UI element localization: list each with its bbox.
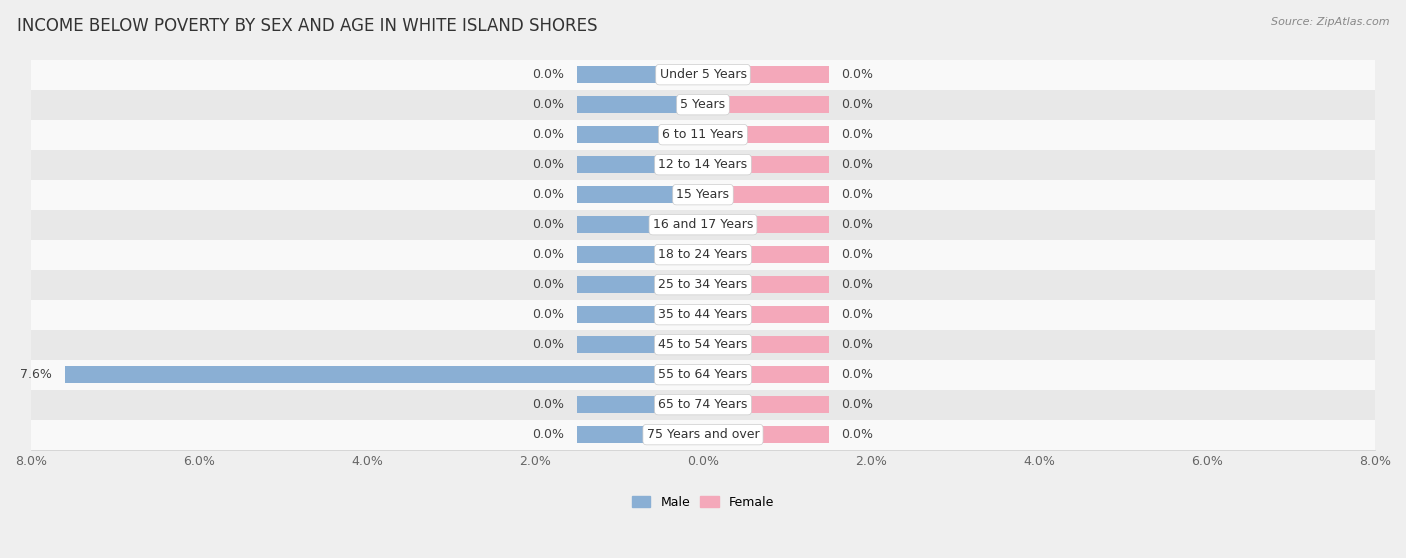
Bar	[703, 306, 830, 323]
Bar	[31, 359, 1375, 389]
Bar	[31, 330, 1375, 359]
Bar	[576, 276, 703, 293]
Bar	[31, 60, 1375, 90]
Bar	[576, 217, 703, 233]
Bar	[576, 66, 703, 83]
Bar	[31, 239, 1375, 270]
Text: 0.0%: 0.0%	[533, 158, 564, 171]
Bar	[703, 217, 830, 233]
Text: 0.0%: 0.0%	[533, 278, 564, 291]
Bar	[703, 426, 830, 443]
Bar	[703, 367, 830, 383]
Text: 0.0%: 0.0%	[533, 338, 564, 351]
Bar	[703, 396, 830, 413]
Text: 0.0%: 0.0%	[533, 248, 564, 261]
Text: 16 and 17 Years: 16 and 17 Years	[652, 218, 754, 231]
Bar	[576, 306, 703, 323]
Text: 6 to 11 Years: 6 to 11 Years	[662, 128, 744, 141]
Bar	[703, 276, 830, 293]
Text: 0.0%: 0.0%	[533, 398, 564, 411]
Text: 0.0%: 0.0%	[842, 428, 873, 441]
Bar	[703, 126, 830, 143]
Bar	[31, 180, 1375, 210]
Bar	[576, 186, 703, 203]
Bar	[576, 336, 703, 353]
Bar	[31, 389, 1375, 420]
Bar	[703, 247, 830, 263]
Text: 0.0%: 0.0%	[842, 308, 873, 321]
Bar	[703, 97, 830, 113]
Bar	[576, 396, 703, 413]
Text: 55 to 64 Years: 55 to 64 Years	[658, 368, 748, 381]
Legend: Male, Female: Male, Female	[627, 490, 779, 513]
Text: 0.0%: 0.0%	[533, 308, 564, 321]
Text: 0.0%: 0.0%	[533, 128, 564, 141]
Text: Under 5 Years: Under 5 Years	[659, 68, 747, 81]
Bar	[576, 247, 703, 263]
Bar	[31, 420, 1375, 450]
Bar	[31, 270, 1375, 300]
Text: 5 Years: 5 Years	[681, 98, 725, 111]
Text: 35 to 44 Years: 35 to 44 Years	[658, 308, 748, 321]
Text: Source: ZipAtlas.com: Source: ZipAtlas.com	[1271, 17, 1389, 27]
Text: 0.0%: 0.0%	[842, 398, 873, 411]
Text: 0.0%: 0.0%	[842, 68, 873, 81]
Bar	[31, 150, 1375, 180]
Text: 0.0%: 0.0%	[533, 218, 564, 231]
Text: 0.0%: 0.0%	[842, 188, 873, 201]
Text: 0.0%: 0.0%	[842, 98, 873, 111]
Bar	[576, 126, 703, 143]
Text: 12 to 14 Years: 12 to 14 Years	[658, 158, 748, 171]
Bar	[576, 156, 703, 173]
Text: 15 Years: 15 Years	[676, 188, 730, 201]
Bar	[703, 336, 830, 353]
Bar	[703, 66, 830, 83]
Text: 0.0%: 0.0%	[842, 218, 873, 231]
Text: 0.0%: 0.0%	[533, 188, 564, 201]
Bar	[31, 90, 1375, 119]
Text: INCOME BELOW POVERTY BY SEX AND AGE IN WHITE ISLAND SHORES: INCOME BELOW POVERTY BY SEX AND AGE IN W…	[17, 17, 598, 35]
Bar	[65, 367, 703, 383]
Text: 0.0%: 0.0%	[533, 68, 564, 81]
Text: 45 to 54 Years: 45 to 54 Years	[658, 338, 748, 351]
Bar	[703, 156, 830, 173]
Text: 65 to 74 Years: 65 to 74 Years	[658, 398, 748, 411]
Bar	[703, 186, 830, 203]
Text: 0.0%: 0.0%	[842, 278, 873, 291]
Bar	[31, 210, 1375, 239]
Text: 18 to 24 Years: 18 to 24 Years	[658, 248, 748, 261]
Bar	[31, 119, 1375, 150]
Text: 0.0%: 0.0%	[842, 248, 873, 261]
Text: 0.0%: 0.0%	[842, 368, 873, 381]
Bar	[576, 426, 703, 443]
Text: 0.0%: 0.0%	[842, 338, 873, 351]
Text: 7.6%: 7.6%	[20, 368, 52, 381]
Text: 0.0%: 0.0%	[533, 428, 564, 441]
Text: 0.0%: 0.0%	[842, 158, 873, 171]
Text: 25 to 34 Years: 25 to 34 Years	[658, 278, 748, 291]
Text: 75 Years and over: 75 Years and over	[647, 428, 759, 441]
Text: 0.0%: 0.0%	[842, 128, 873, 141]
Bar	[31, 300, 1375, 330]
Text: 0.0%: 0.0%	[533, 98, 564, 111]
Bar	[576, 97, 703, 113]
